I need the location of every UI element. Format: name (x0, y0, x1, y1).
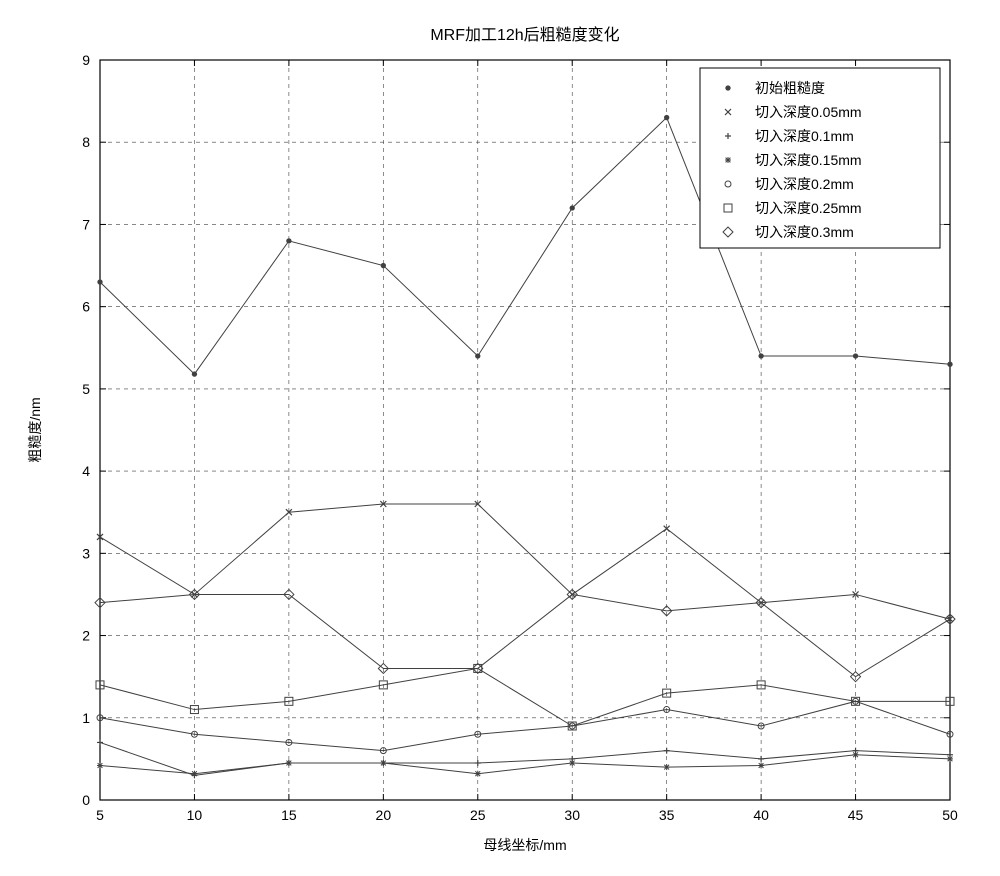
xtick-label: 40 (753, 807, 769, 823)
legend-label: 切入深度0.15mm (755, 152, 862, 168)
marker-dot (725, 85, 730, 90)
legend-label: 切入深度0.25mm (755, 200, 862, 216)
marker-dot (381, 263, 386, 268)
legend-label: 切入深度0.1mm (755, 128, 854, 144)
ytick-label: 4 (82, 463, 90, 479)
legend-label: 切入深度0.2mm (755, 176, 854, 192)
marker-dot (853, 353, 858, 358)
xtick-label: 25 (470, 807, 486, 823)
xtick-label: 35 (659, 807, 675, 823)
marker-dot (570, 205, 575, 210)
xtick-label: 50 (942, 807, 958, 823)
ytick-label: 8 (82, 134, 90, 150)
ytick-label: 3 (82, 545, 90, 561)
legend-label: 初始粗糙度 (755, 80, 825, 96)
xtick-label: 45 (848, 807, 864, 823)
xtick-label: 5 (96, 807, 104, 823)
ytick-label: 5 (82, 381, 90, 397)
xtick-label: 10 (187, 807, 203, 823)
ytick-label: 0 (82, 792, 90, 808)
xtick-label: 30 (564, 807, 580, 823)
chart-container: 51015202530354045500123456789MRF加工12h后粗糙… (0, 0, 1000, 876)
y-axis-label: 粗糙度/nm (27, 397, 43, 462)
marker-dot (97, 279, 102, 284)
legend-label: 切入深度0.05mm (755, 104, 862, 120)
chart-svg: 51015202530354045500123456789MRF加工12h后粗糙… (0, 0, 1000, 876)
ytick-label: 7 (82, 216, 90, 232)
marker-dot (286, 238, 291, 243)
marker-dot (947, 362, 952, 367)
ytick-label: 1 (82, 710, 90, 726)
xtick-label: 15 (281, 807, 297, 823)
marker-dot (192, 371, 197, 376)
ytick-label: 2 (82, 628, 90, 644)
chart-title: MRF加工12h后粗糙度变化 (430, 26, 619, 44)
marker-dot (475, 353, 480, 358)
xtick-label: 20 (376, 807, 392, 823)
ytick-label: 6 (82, 299, 90, 315)
marker-dot (758, 353, 763, 358)
x-axis-label: 母线坐标/mm (483, 837, 566, 853)
legend-label: 切入深度0.3mm (755, 224, 854, 240)
ytick-label: 9 (82, 52, 90, 68)
marker-dot (664, 115, 669, 120)
